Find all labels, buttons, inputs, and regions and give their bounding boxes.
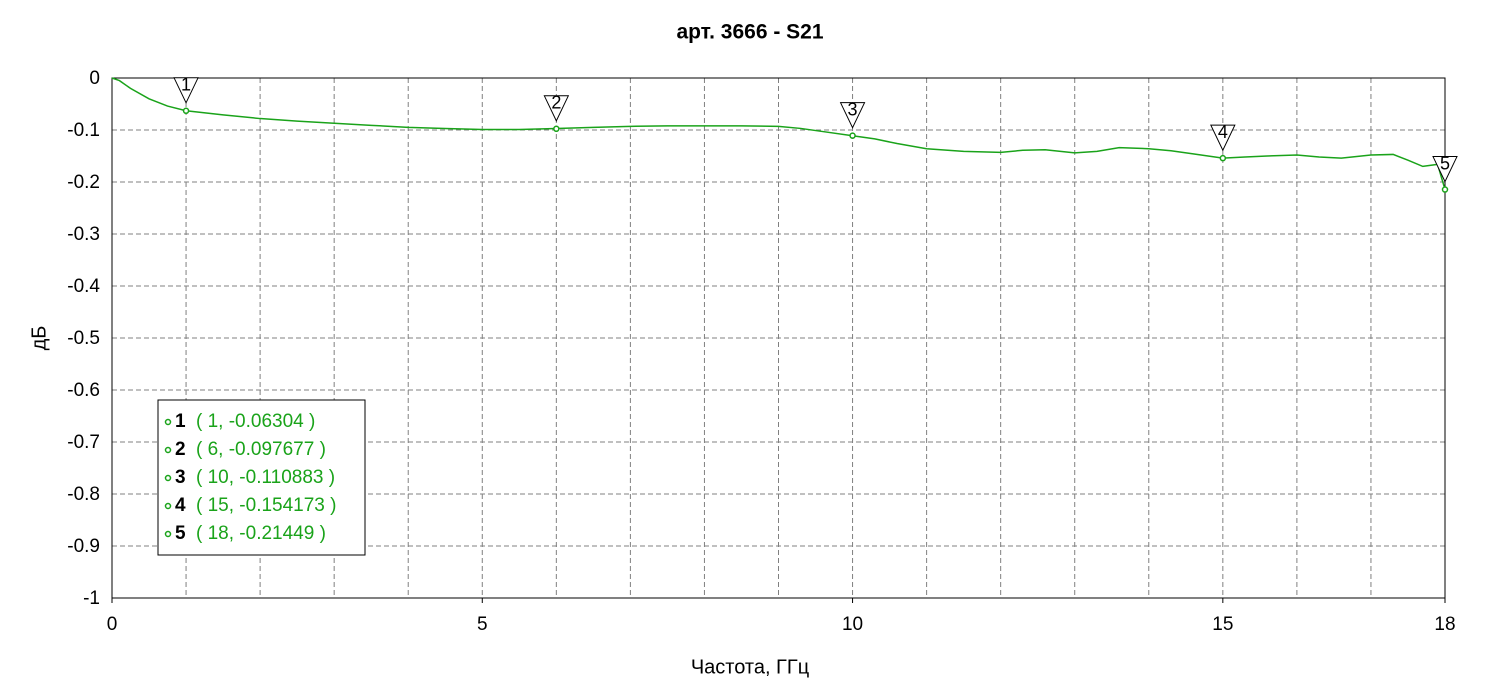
legend-dot: [164, 474, 172, 482]
legend-box: [157, 399, 366, 556]
x-tick-label: 15: [1212, 614, 1233, 635]
marker-point: [1219, 154, 1227, 162]
legend-marker-number: 2: [175, 439, 186, 460]
legend-marker-value: ( 6, -0.097677 ): [196, 439, 326, 460]
y-tick-label: -0.9: [67, 536, 100, 557]
y-tick-label: -0.6: [67, 380, 100, 401]
marker-flag-label: 4: [1218, 122, 1228, 142]
x-tick-label: 5: [477, 614, 488, 635]
y-tick-label: -0.5: [67, 328, 100, 349]
legend-marker-number: 5: [175, 523, 186, 544]
data-line: [111, 77, 1446, 190]
legend-dot: [164, 418, 172, 426]
legend-marker-number: 1: [175, 411, 186, 432]
marker-flag-label: 3: [848, 99, 858, 119]
x-axis-label: Частота, ГГц: [691, 656, 809, 678]
legend-dot: [164, 530, 172, 538]
y-tick-label: -0.1: [67, 120, 100, 141]
marker-flag-label: 2: [551, 93, 561, 113]
y-tick-label: -0.2: [67, 172, 100, 193]
legend-marker-value: ( 10, -0.110883 ): [196, 467, 335, 488]
marker-point: [182, 107, 190, 115]
y-tick-label: -0.3: [67, 224, 100, 245]
marker-flag: [543, 95, 570, 122]
y-tick-label: -1: [83, 588, 100, 609]
y-tick-label: -0.4: [67, 276, 100, 297]
marker-flag-label: 5: [1440, 153, 1450, 173]
marker-flag: [1432, 156, 1458, 183]
marker-flag: [1210, 124, 1236, 152]
marker-flag: [173, 77, 199, 104]
plot-frame: [111, 77, 1446, 599]
marker-flag-label: 1: [181, 75, 191, 95]
legend-marker-value: ( 15, -0.154173 ): [196, 495, 336, 516]
legend-marker-number: 4: [175, 495, 186, 516]
marker-point: [1441, 186, 1449, 193]
marker-point: [553, 125, 560, 133]
y-tick-label: -0.7: [67, 432, 100, 453]
x-tick-label: 18: [1434, 614, 1455, 635]
marker-point: [849, 132, 856, 139]
marker-flag: [839, 102, 866, 129]
x-tick-label: 10: [842, 614, 863, 635]
legend-dot: [164, 502, 172, 510]
x-tick-label: 0: [107, 614, 118, 635]
y-axis-label: дБ: [28, 326, 50, 351]
legend-marker-value: ( 1, -0.06304 ): [196, 411, 315, 432]
y-tick-label: -0.8: [67, 484, 100, 505]
legend-marker-number: 3: [175, 467, 186, 488]
legend-marker-value: ( 18, -0.21449 ): [196, 523, 326, 544]
chart-title: арт. 3666 - S21: [676, 21, 823, 44]
y-tick-label: 0: [89, 68, 100, 89]
legend-dot: [164, 446, 172, 454]
